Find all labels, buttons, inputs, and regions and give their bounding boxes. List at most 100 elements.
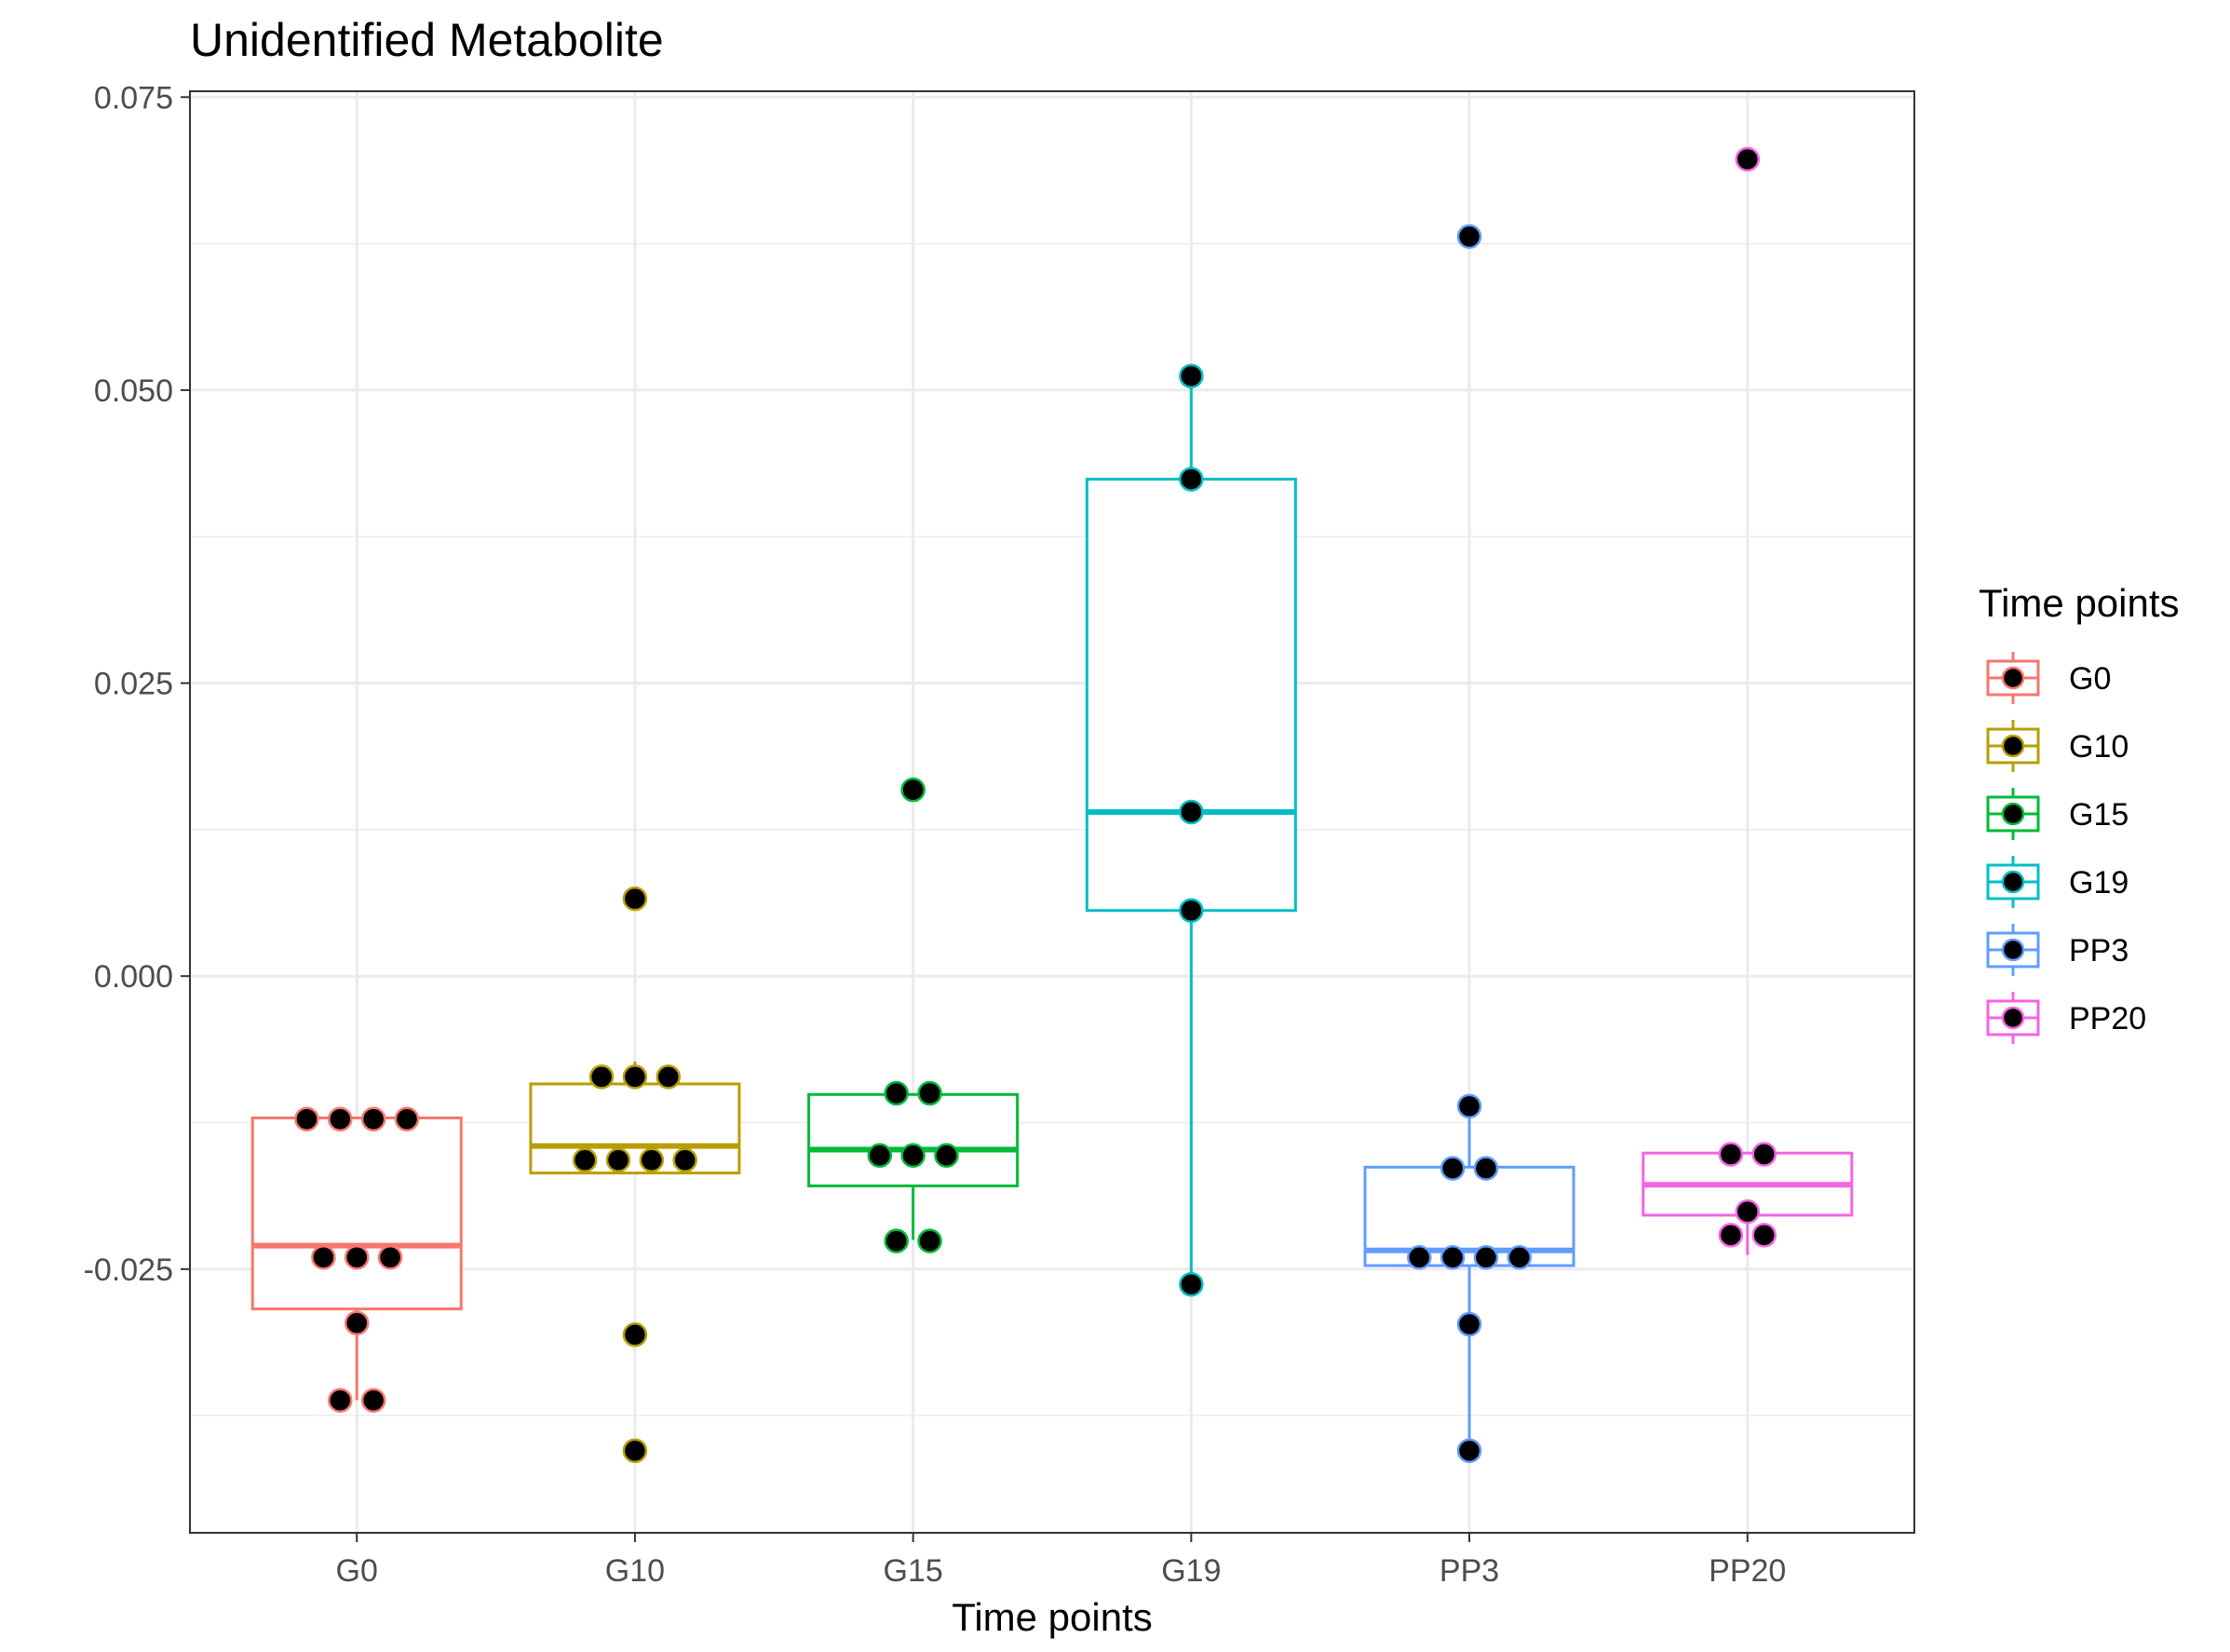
data-point: [294, 1106, 319, 1131]
y-tick-label: 0.075: [94, 80, 173, 115]
y-axis: -0.025 0.000 0.025 0.050 0.075: [84, 80, 190, 1288]
legend-entry-pp3: PP3: [1986, 924, 2129, 976]
legend-label: G10: [2069, 729, 2129, 765]
data-point: [622, 1438, 648, 1464]
data-point: [622, 886, 648, 912]
x-tick-label-pp3: PP3: [1439, 1553, 1499, 1589]
data-point: [311, 1244, 336, 1270]
box-layer: [250, 375, 1854, 1451]
box-pp3: [1363, 1105, 1575, 1451]
data-point: [377, 1244, 403, 1270]
data-point: [1456, 223, 1482, 250]
points-pp20: [1718, 146, 1777, 1248]
box-body: [529, 1082, 741, 1175]
data-point: [588, 1064, 615, 1090]
legend-entry-g19: G19: [1986, 856, 2129, 908]
data-point: [1179, 1271, 1204, 1297]
data-point: [1473, 1244, 1499, 1270]
data-point: [1507, 1244, 1533, 1270]
y-tick-label: 0.025: [94, 667, 173, 702]
box-g15: [807, 1092, 1020, 1240]
data-point: [1456, 1093, 1482, 1119]
legend-label: PP20: [2069, 1001, 2146, 1036]
data-point: [1179, 363, 1204, 389]
y-tick-label: 0.050: [94, 373, 173, 409]
data-point: [1407, 1244, 1432, 1270]
data-point: [572, 1147, 598, 1173]
data-point: [360, 1388, 386, 1414]
points-g0: [294, 1106, 420, 1414]
legend-key-point: [2001, 938, 2025, 962]
x-tick-label-g19: G19: [1161, 1553, 1221, 1589]
legend-entry-g0: G0: [1986, 652, 2111, 704]
box-body: [250, 1116, 463, 1311]
data-point: [639, 1147, 665, 1173]
data-point: [1473, 1156, 1499, 1181]
data-point: [328, 1388, 353, 1414]
data-point: [328, 1106, 353, 1131]
x-axis: G0 G10 G15 G19 PP3 PP20: [336, 1533, 1786, 1589]
y-tick-label: 0.000: [94, 959, 173, 995]
data-point: [900, 1143, 926, 1169]
points-g10: [572, 886, 697, 1464]
data-point: [900, 777, 926, 803]
data-point: [672, 1147, 697, 1173]
data-point: [1439, 1156, 1466, 1181]
legend-key-point: [2001, 734, 2025, 758]
data-point: [622, 1322, 648, 1347]
legend-label: G19: [2069, 865, 2129, 900]
legend-entry-pp20: PP20: [1986, 992, 2146, 1044]
x-tick-label-g15: G15: [884, 1553, 943, 1589]
data-point: [622, 1064, 648, 1090]
data-point: [1179, 799, 1204, 825]
data-point: [917, 1080, 942, 1106]
legend-entry-g10: G10: [1986, 720, 2129, 772]
legend-key-point: [2001, 1006, 2025, 1030]
x-axis-title: Time points: [952, 1595, 1153, 1639]
data-point: [884, 1228, 909, 1253]
legend: Time points G0 G10 G15 G19 PP3 PP20: [1979, 581, 2180, 1044]
x-tick-label-g10: G10: [605, 1553, 665, 1589]
data-point: [867, 1143, 893, 1169]
legend-title: Time points: [1979, 581, 2180, 625]
data-point: [934, 1143, 959, 1169]
data-point: [1456, 1311, 1482, 1337]
data-point: [884, 1080, 909, 1106]
data-point: [1735, 1198, 1761, 1225]
points-g19: [1179, 363, 1204, 1297]
legend-entry-g15: G15: [1986, 788, 2129, 840]
points-g15: [867, 777, 959, 1253]
legend-key-point: [2001, 870, 2025, 894]
data-point: [605, 1147, 631, 1173]
box-body: [1085, 478, 1297, 913]
box-g0: [250, 1116, 463, 1401]
data-point: [1179, 467, 1204, 492]
x-tick-label-g0: G0: [336, 1553, 378, 1589]
y-tick-label: -0.025: [84, 1253, 173, 1288]
legend-key-point: [2001, 666, 2025, 690]
data-point: [344, 1310, 370, 1335]
data-point: [1718, 1142, 1744, 1167]
box-body: [807, 1092, 1020, 1187]
data-point: [1179, 898, 1204, 923]
data-point: [1439, 1244, 1466, 1270]
legend-key-point: [2001, 802, 2025, 826]
chart-title: Unidentified Metabolite: [190, 14, 664, 66]
legend-label: PP3: [2069, 933, 2129, 968]
data-point: [1718, 1223, 1744, 1248]
data-point: [917, 1228, 942, 1253]
data-point: [655, 1064, 682, 1090]
point-layer: [294, 146, 1777, 1464]
data-point: [1751, 1142, 1777, 1167]
data-point: [1456, 1438, 1482, 1464]
legend-label: G15: [2069, 797, 2129, 833]
points-pp3: [1407, 223, 1533, 1464]
data-point: [1751, 1223, 1777, 1248]
data-point: [394, 1106, 420, 1131]
legend-label: G0: [2069, 661, 2111, 697]
data-point: [1735, 146, 1761, 172]
panel-border: [189, 90, 1915, 1534]
data-point: [344, 1244, 370, 1270]
x-tick-label-pp20: PP20: [1709, 1553, 1786, 1589]
